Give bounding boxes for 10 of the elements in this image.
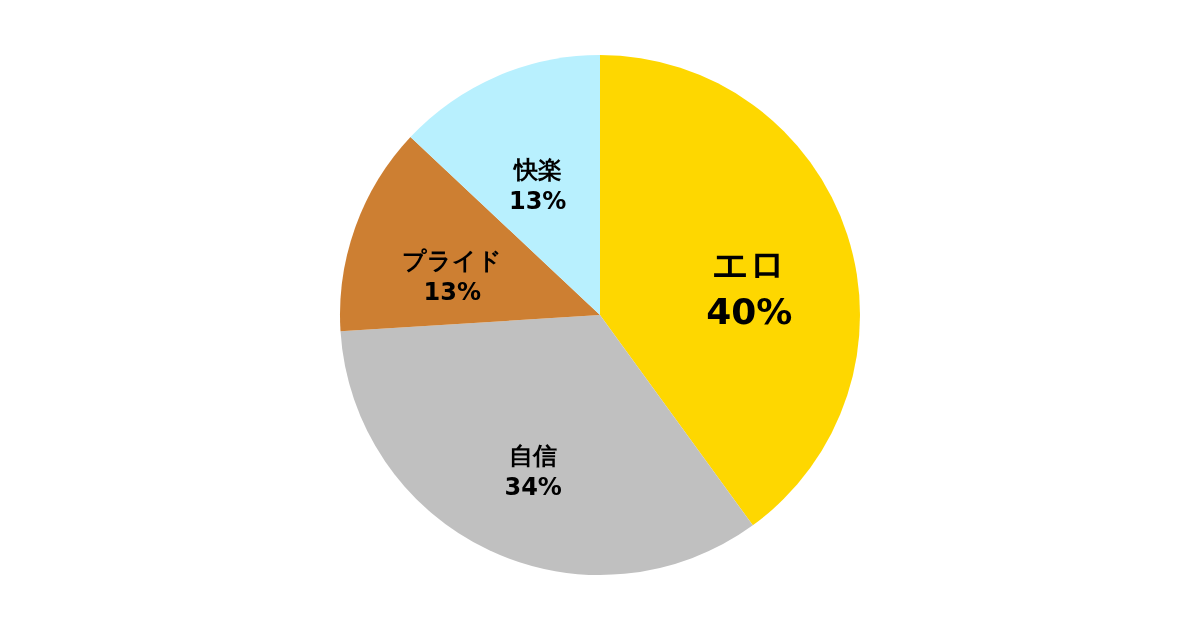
- data-label: 34%: [504, 473, 562, 502]
- data-label: 40%: [706, 291, 793, 333]
- data-label: 13%: [508, 187, 567, 216]
- slice-label: プライド: [402, 246, 503, 275]
- slice-label: エロ: [712, 244, 787, 286]
- slice-label: 自信: [509, 442, 558, 471]
- slice-label: 快楽: [511, 155, 562, 184]
- pie-slice: [600, 55, 860, 526]
- data-label: 13%: [423, 278, 482, 307]
- pie-slice: [340, 137, 600, 332]
